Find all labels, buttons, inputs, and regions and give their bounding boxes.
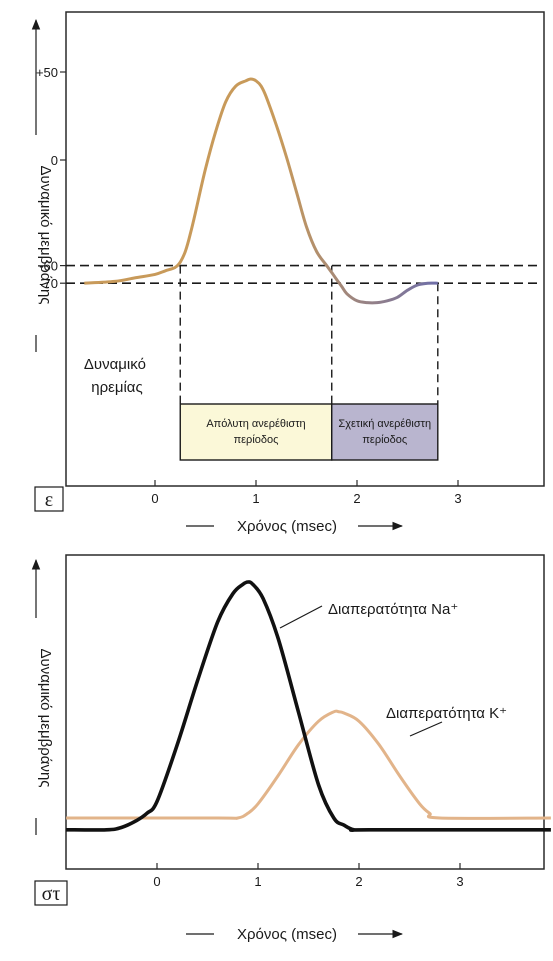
x-tick-label: 3 bbox=[454, 491, 461, 506]
absolute-refractory-label: Απόλυτη ανερέθιστη περίοδος bbox=[206, 418, 305, 446]
resting-potential-label: Δυναμικό ηρεμίας bbox=[84, 356, 150, 396]
na-leader-line bbox=[279, 605, 323, 629]
chart-epsilon: Δυναμικό μεμβράνης +50 0 -60 -70 Απόλυτη αν… bbox=[31, 11, 545, 535]
x-tick-label: 1 bbox=[252, 491, 259, 506]
panel-label-box-epsilon bbox=[34, 486, 64, 512]
y-axis-label-stigma: Δυναμικό μεμβράνης bbox=[37, 648, 54, 787]
panel-label-epsilon: ε bbox=[45, 489, 53, 511]
threshold-lines bbox=[66, 264, 540, 285]
refractory-periods: Απόλυτη ανερέθιστη περίοδος Σχετική ανερέθ… bbox=[179, 265, 439, 461]
x-axis-label-epsilon: Χρόνος (msec) bbox=[237, 518, 337, 535]
frame-epsilon bbox=[65, 11, 545, 487]
chart-stigma: Δυναμικό μεμβράνης Διαπερατότητα Na⁺ Δια… bbox=[31, 554, 551, 943]
resting-potential-line2: ηρεμίας bbox=[91, 379, 142, 396]
x-axis-label-stigma: Χρόνος (msec) bbox=[237, 926, 337, 943]
y-tick-label: -70 bbox=[39, 276, 58, 291]
x-tick-label: 0 bbox=[151, 491, 158, 506]
x-ticks-epsilon: 0 1 2 3 bbox=[151, 480, 462, 506]
absolute-refractory-box bbox=[179, 403, 333, 461]
x-tick-label: 0 bbox=[153, 874, 160, 889]
x-tick-label: 3 bbox=[456, 874, 463, 889]
k-permeability-line bbox=[66, 709, 551, 820]
relative-refractory-box bbox=[331, 403, 439, 461]
y-tick-label: -60 bbox=[39, 259, 58, 274]
frame-stigma bbox=[65, 554, 545, 870]
k-series-label: Διαπερατότητα K⁺ bbox=[386, 705, 507, 722]
y-tick-label: +50 bbox=[36, 65, 58, 80]
x-ticks-stigma: 0 1 2 3 bbox=[153, 863, 464, 889]
panel-label-box-stigma bbox=[34, 880, 68, 906]
resting-potential-line1: Δυναμικό bbox=[84, 356, 146, 373]
y-tick-label: 0 bbox=[51, 153, 58, 168]
panel-label-stigma: στ bbox=[42, 883, 61, 905]
permeability-curves bbox=[66, 580, 551, 832]
relative-refractory-label: Σχετική ανερέθιστη περίοδος bbox=[338, 418, 431, 446]
y-ticks-epsilon: +50 0 -60 -70 bbox=[36, 65, 66, 291]
action-potential-curve bbox=[84, 77, 438, 305]
na-permeability-line bbox=[66, 580, 551, 832]
x-tick-label: 2 bbox=[355, 874, 362, 889]
x-tick-label: 1 bbox=[254, 874, 261, 889]
k-leader-line bbox=[409, 721, 443, 737]
na-series-label: Διαπερατότητα Na⁺ bbox=[328, 601, 458, 618]
x-tick-label: 2 bbox=[353, 491, 360, 506]
y-axis-label-epsilon: Δυναμικό μεμβράνης bbox=[37, 165, 54, 304]
